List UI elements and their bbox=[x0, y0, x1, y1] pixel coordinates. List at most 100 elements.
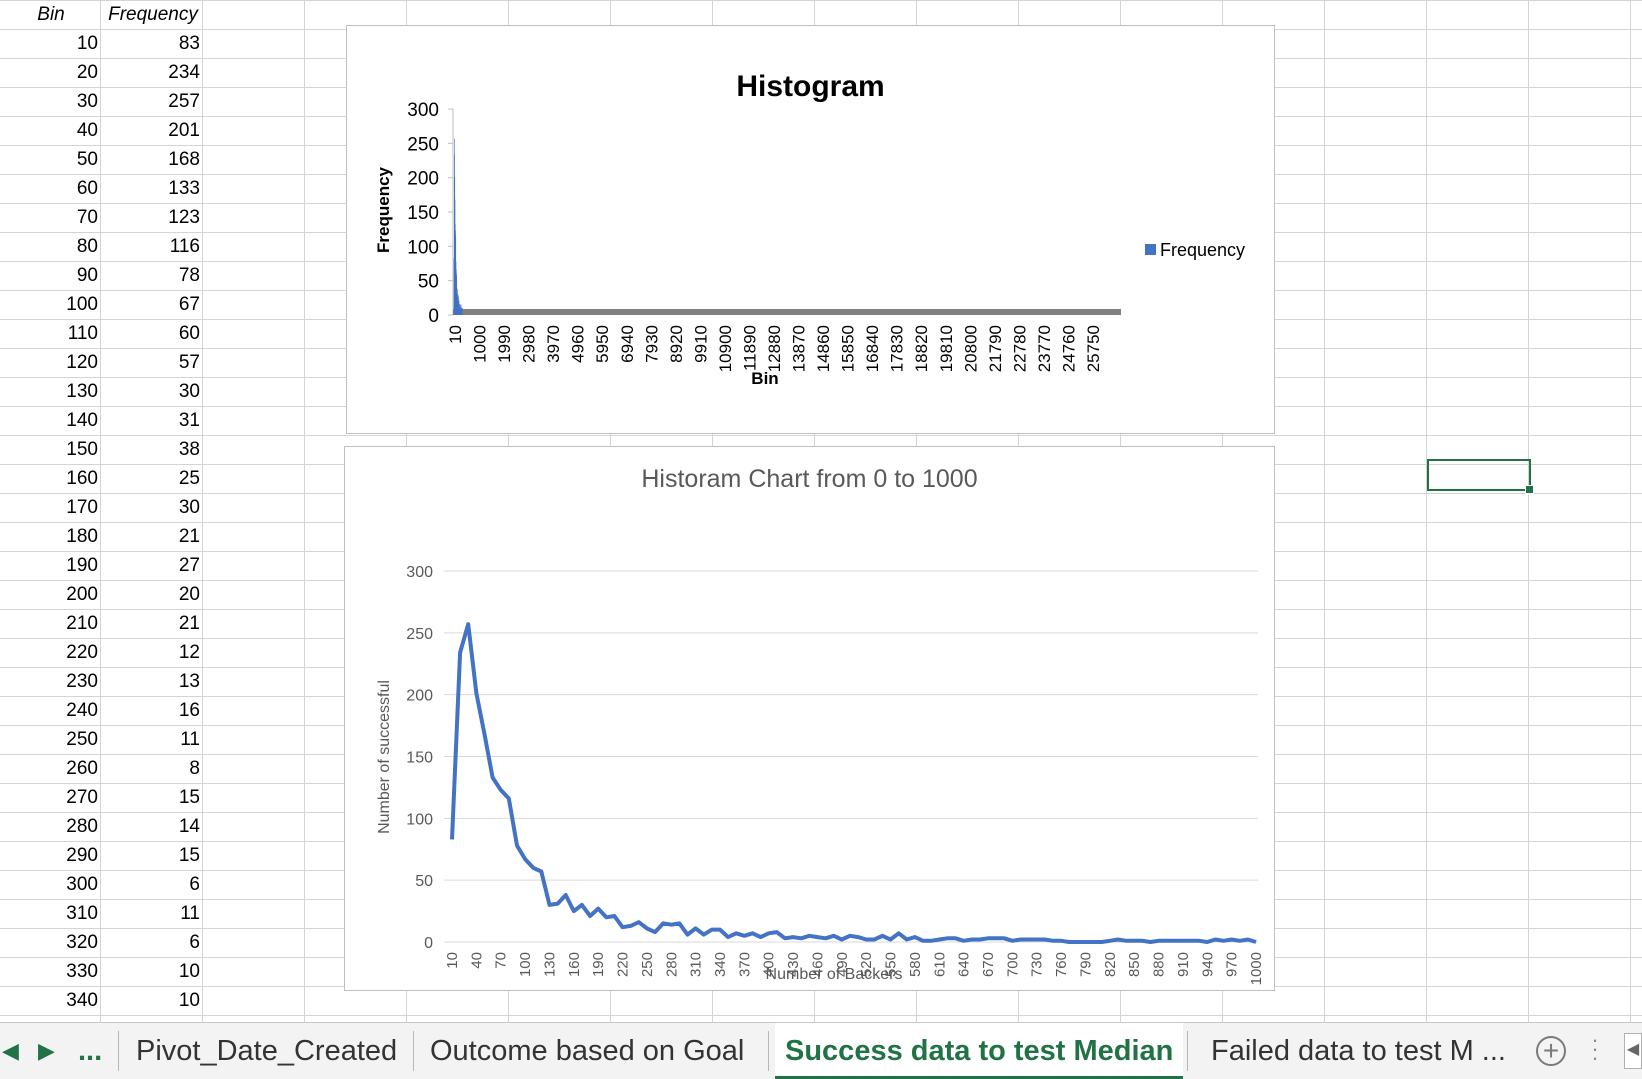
cell-bin[interactable]: 330 bbox=[66, 961, 98, 982]
scroll-left-button[interactable]: ◀ bbox=[1624, 1033, 1642, 1069]
cell-frequency[interactable]: 13 bbox=[178, 671, 200, 692]
tab-success-data-to-test-median[interactable]: Success data to test Median bbox=[775, 1023, 1184, 1079]
cell-bin[interactable]: 90 bbox=[76, 265, 98, 286]
cell-bin[interactable]: 10 bbox=[76, 33, 98, 54]
cell-frequency[interactable]: 57 bbox=[178, 352, 200, 373]
cell-frequency[interactable]: 10 bbox=[178, 961, 200, 982]
x-tick-label: 16840 bbox=[863, 325, 882, 372]
cell-bin[interactable]: 140 bbox=[66, 410, 98, 431]
cell-bin[interactable]: 250 bbox=[66, 729, 98, 750]
cell-frequency[interactable]: 14 bbox=[178, 816, 200, 837]
active-cell-selection[interactable] bbox=[1427, 459, 1534, 494]
x-tick-label: 250 bbox=[639, 952, 656, 977]
cell-frequency[interactable]: 21 bbox=[178, 526, 200, 547]
cell-frequency[interactable]: 257 bbox=[168, 91, 200, 112]
cell-bin[interactable]: 190 bbox=[66, 555, 98, 576]
cell-frequency[interactable]: 8 bbox=[189, 758, 200, 779]
cell-bin[interactable]: 230 bbox=[66, 671, 98, 692]
cell-frequency[interactable]: 12 bbox=[178, 642, 200, 663]
cell-frequency[interactable]: 10 bbox=[178, 990, 200, 1011]
cell-bin[interactable]: 210 bbox=[66, 613, 98, 634]
cell-bin[interactable]: 60 bbox=[76, 178, 98, 199]
cell-bin[interactable]: 100 bbox=[66, 294, 98, 315]
cell-frequency[interactable]: 38 bbox=[178, 439, 200, 460]
cell-bin[interactable]: 160 bbox=[66, 468, 98, 489]
cell-frequency[interactable]: 133 bbox=[168, 178, 200, 199]
histogram-chart[interactable]: Histogram 0 50 100 150 200 250 300 10 1000 1990 29… bbox=[346, 25, 1275, 434]
cell-bin[interactable]: 290 bbox=[66, 845, 98, 866]
cell-frequency[interactable]: 116 bbox=[169, 236, 200, 257]
cell-bin[interactable]: 280 bbox=[66, 816, 98, 837]
cell-frequency[interactable]: 15 bbox=[178, 787, 200, 808]
column-header-bin[interactable]: Bin bbox=[37, 4, 65, 25]
cell-frequency[interactable]: 25 bbox=[178, 468, 200, 489]
cell-bin[interactable]: 70 bbox=[76, 207, 98, 228]
cell-bin[interactable]: 200 bbox=[66, 584, 98, 605]
cell-bin[interactable]: 50 bbox=[76, 149, 98, 170]
x-tick-label: 18820 bbox=[912, 325, 931, 372]
cell-frequency[interactable]: 31 bbox=[178, 410, 200, 431]
x-tick-label: 190 bbox=[590, 952, 607, 977]
cell-bin[interactable]: 180 bbox=[66, 526, 98, 547]
tab-more-button[interactable]: ... bbox=[78, 1035, 103, 1067]
x-tick-label: 370 bbox=[736, 952, 753, 977]
cell-bin[interactable]: 30 bbox=[76, 91, 98, 112]
cell-frequency[interactable]: 11 bbox=[180, 729, 200, 750]
column-header-frequency[interactable]: Frequency bbox=[108, 4, 198, 25]
tab-pivot-date-created[interactable]: Pivot_Date_Created bbox=[136, 1035, 398, 1067]
cell-frequency[interactable]: 20 bbox=[178, 584, 200, 605]
histogram-plot: 0 50 100 150 200 250 300 10 1000 1990 2980 3970 4960… bbox=[374, 100, 1245, 388]
cell-bin[interactable]: 170 bbox=[66, 497, 98, 518]
cell-frequency[interactable]: 15 bbox=[178, 845, 200, 866]
tab-failed-data-to-test-m[interactable]: Failed data to test M ... bbox=[1211, 1035, 1506, 1067]
triangle-right-icon[interactable]: ▶ bbox=[38, 1038, 55, 1063]
x-tick-label: 22780 bbox=[1010, 325, 1029, 372]
cell-bin[interactable]: 80 bbox=[76, 236, 98, 257]
x-tick-label: 20800 bbox=[961, 325, 980, 372]
worksheet-grid[interactable]: Bin Frequency 10 83 20 234 30 257 40 201 50 168 60… bbox=[0, 0, 1642, 1022]
triangle-left-icon[interactable]: ◀ bbox=[2, 1038, 19, 1063]
cell-frequency[interactable]: 6 bbox=[189, 874, 200, 895]
line-chart[interactable]: Historam Chart from 0 to 1000 0 50 100 150 2… bbox=[344, 446, 1275, 991]
cell-bin[interactable]: 20 bbox=[76, 62, 98, 83]
cell-bin[interactable]: 320 bbox=[66, 932, 98, 953]
cell-frequency[interactable]: 11 bbox=[180, 903, 200, 924]
cell-bin[interactable]: 270 bbox=[66, 787, 98, 808]
cell-frequency[interactable]: 16 bbox=[178, 700, 200, 721]
cell-bin[interactable]: 130 bbox=[66, 381, 98, 402]
cell-frequency[interactable]: 234 bbox=[168, 62, 200, 83]
series-line bbox=[450, 622, 1257, 944]
x-tick-label: 5950 bbox=[593, 325, 612, 363]
cell-frequency[interactable]: 30 bbox=[178, 381, 200, 402]
y-tick-label: 100 bbox=[407, 237, 439, 258]
cell-bin[interactable]: 340 bbox=[66, 990, 98, 1011]
cell-bin[interactable]: 240 bbox=[66, 700, 98, 721]
plus-circle-icon[interactable]: + bbox=[1536, 1036, 1566, 1066]
cell-bin[interactable]: 150 bbox=[66, 439, 98, 460]
cell-bin[interactable]: 120 bbox=[66, 352, 98, 373]
cell-frequency[interactable]: 60 bbox=[178, 323, 200, 344]
x-tick-label: 580 bbox=[907, 952, 924, 977]
cell-frequency[interactable]: 27 bbox=[178, 555, 200, 576]
cell-frequency[interactable]: 30 bbox=[178, 497, 200, 518]
cell-frequency[interactable]: 123 bbox=[168, 207, 200, 228]
cell-bin[interactable]: 310 bbox=[66, 903, 98, 924]
cell-frequency[interactable]: 67 bbox=[178, 294, 200, 315]
cell-frequency[interactable]: 78 bbox=[178, 265, 200, 286]
cell-frequency[interactable]: 6 bbox=[189, 932, 200, 953]
cell-frequency[interactable]: 201 bbox=[168, 120, 200, 141]
chart-title: Histogram bbox=[736, 70, 885, 103]
cell-bin[interactable]: 40 bbox=[76, 120, 98, 141]
y-tick-label: 300 bbox=[407, 100, 439, 121]
x-tick-label: 1000 bbox=[471, 325, 490, 363]
vertical-dots-icon[interactable]: · · · bbox=[1591, 1027, 1599, 1070]
cell-bin[interactable]: 260 bbox=[66, 758, 98, 779]
x-tick-label: 12880 bbox=[765, 325, 784, 372]
cell-bin[interactable]: 300 bbox=[66, 874, 98, 895]
cell-bin[interactable]: 220 bbox=[66, 642, 98, 663]
cell-bin[interactable]: 110 bbox=[67, 323, 98, 344]
cell-frequency[interactable]: 21 bbox=[178, 613, 200, 634]
tab-outcome-based-on-goal[interactable]: Outcome based on Goal bbox=[430, 1035, 745, 1067]
cell-frequency[interactable]: 168 bbox=[168, 149, 200, 170]
cell-frequency[interactable]: 83 bbox=[178, 33, 200, 54]
